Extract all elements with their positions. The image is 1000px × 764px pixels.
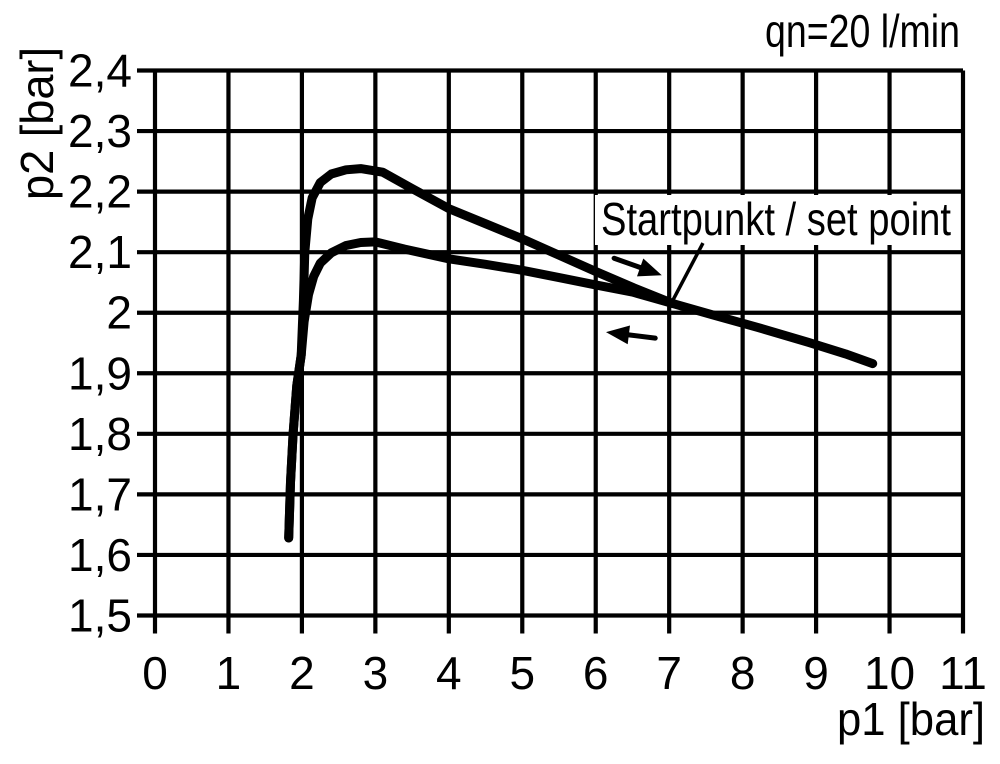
x-tick-label: 2 bbox=[289, 647, 315, 699]
y-tick-label: 1,8 bbox=[68, 408, 132, 460]
x-tick-label: 7 bbox=[656, 647, 682, 699]
flow-rate-annotation: qn=20 l/min bbox=[765, 5, 960, 57]
y-tick-label: 1,6 bbox=[68, 529, 132, 581]
x-tick-label: 1 bbox=[216, 647, 242, 699]
forward-direction-arrow bbox=[611, 255, 643, 270]
curve-return-stroke bbox=[284, 237, 678, 543]
x-tick-label: 11 bbox=[939, 647, 987, 699]
x-axis-title: p1 [bar] bbox=[837, 693, 985, 745]
return-direction-arrow-head bbox=[606, 325, 630, 345]
annotations: Startpunkt / set point qn=20 l/min p2 [b… bbox=[11, 5, 985, 745]
y-tick-label: 2,3 bbox=[68, 105, 132, 157]
set-point-label: Startpunkt / set point bbox=[601, 193, 951, 245]
set-point-leader-line bbox=[669, 242, 705, 304]
curves bbox=[284, 164, 878, 543]
y-tick-label: 2,4 bbox=[68, 45, 132, 97]
y-tick-label: 2 bbox=[106, 287, 132, 339]
y-tick-label: 2,2 bbox=[68, 166, 132, 218]
x-tick-label: 0 bbox=[142, 647, 168, 699]
x-tick-label: 4 bbox=[436, 647, 462, 699]
x-tick-label: 6 bbox=[583, 647, 609, 699]
x-tick-label: 5 bbox=[509, 647, 535, 699]
forward-direction-arrow-head bbox=[637, 258, 662, 277]
set-point-label-bg bbox=[595, 195, 959, 245]
y-axis-title: p2 [bar] bbox=[11, 47, 63, 200]
return-direction-arrow bbox=[626, 332, 658, 341]
x-tick-label: 9 bbox=[803, 647, 829, 699]
y-tick-label: 2,1 bbox=[68, 226, 132, 278]
x-tick-label: 3 bbox=[363, 647, 389, 699]
y-tick-label: 1,9 bbox=[68, 347, 132, 399]
y-tick-label: 1,7 bbox=[68, 468, 132, 520]
x-tick-label: 8 bbox=[730, 647, 756, 699]
x-tick-label: 10 bbox=[864, 647, 915, 699]
grid: 2,42,32,22,121,91,81,71,61,50 1 2 3 4 5 6 7 8 9 10… bbox=[68, 45, 987, 700]
y-tick-label: 1,5 bbox=[68, 590, 132, 642]
set-point-leader bbox=[669, 242, 705, 304]
